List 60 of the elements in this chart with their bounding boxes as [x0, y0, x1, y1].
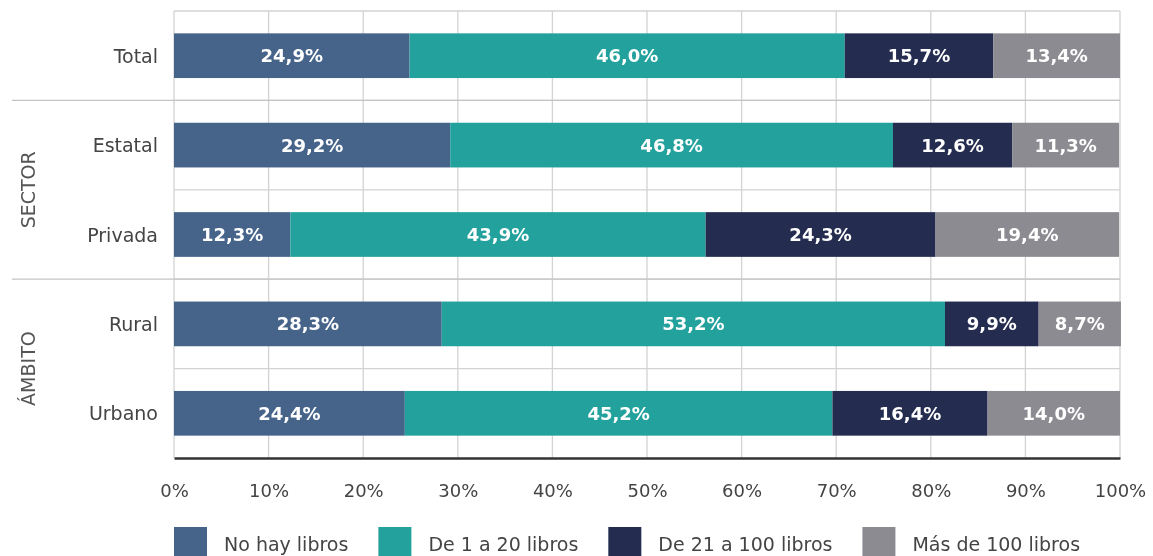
legend-label: Más de 100 libros: [912, 533, 1081, 555]
data-label: 12,6%: [921, 134, 984, 156]
bar: [409, 33, 845, 79]
legend-label: De 1 a 20 libros: [428, 533, 579, 555]
text: SECTOR: [17, 151, 39, 229]
legend-label: De 21 a 100 libros: [658, 533, 833, 555]
data-label: 46,0%: [595, 45, 659, 67]
bar: [987, 390, 1120, 436]
bar: [844, 33, 994, 79]
x-tick-label: 50%: [627, 479, 668, 501]
data-label: 28,3%: [276, 313, 340, 335]
x-tick-label: 60%: [722, 479, 763, 501]
bar: [1012, 122, 1120, 168]
x-tick-label: 30%: [438, 479, 479, 501]
data-label: 24,9%: [260, 45, 323, 67]
data-label: 13,4%: [1025, 45, 1088, 67]
y-tick-label: Privada: [87, 223, 158, 246]
bar: [174, 33, 410, 79]
data-label: 24,3%: [789, 224, 852, 245]
bar: [892, 122, 1013, 168]
data-label: 14,0%: [1022, 402, 1086, 424]
data-label: 24,4%: [258, 402, 321, 424]
data-label: 15,7%: [887, 45, 951, 67]
y-tick-label: Estatal: [92, 134, 158, 157]
y-tick-label: Rural: [108, 312, 158, 335]
bar: [450, 122, 893, 168]
data-label: 43,9%: [466, 224, 530, 245]
data-label: 19,4%: [996, 224, 1059, 245]
x-tick-label: 80%: [911, 479, 952, 501]
data-label: 9,9%: [966, 313, 1017, 335]
x-tick-label: 40%: [532, 479, 573, 501]
x-tick-label: 0%: [160, 479, 189, 501]
data-label: 29,2%: [280, 134, 344, 156]
bar: [993, 33, 1120, 79]
bar: [935, 212, 1120, 257]
legend-label: No hay libros: [224, 533, 349, 555]
x-tick-label: 90%: [1005, 479, 1046, 501]
bar: [174, 390, 405, 436]
data-label: 45,2%: [587, 402, 650, 424]
y-tick-label: Urbano: [88, 402, 158, 425]
bar: [174, 122, 451, 168]
data-label: 46,8%: [640, 134, 703, 156]
bar: [705, 212, 936, 257]
bar: [174, 212, 291, 257]
y-tick-label: Total: [112, 44, 158, 67]
data-label: 53,2%: [662, 313, 725, 335]
bar: [404, 390, 833, 436]
data-label: 16,4%: [878, 402, 942, 424]
x-tick-label: 70%: [816, 479, 857, 501]
text: ÁMBITO: [17, 331, 39, 406]
x-tick-label: 100%: [1094, 479, 1147, 501]
data-label: 12,3%: [200, 224, 264, 245]
bar: [441, 301, 945, 347]
x-tick-label: 20%: [343, 479, 384, 501]
data-label: 11,3%: [1034, 134, 1097, 156]
x-tick-label: 10%: [249, 479, 290, 501]
data-label: 8,7%: [1054, 313, 1105, 335]
bar: [290, 212, 706, 257]
bar: [832, 390, 988, 436]
bar: [174, 301, 442, 347]
